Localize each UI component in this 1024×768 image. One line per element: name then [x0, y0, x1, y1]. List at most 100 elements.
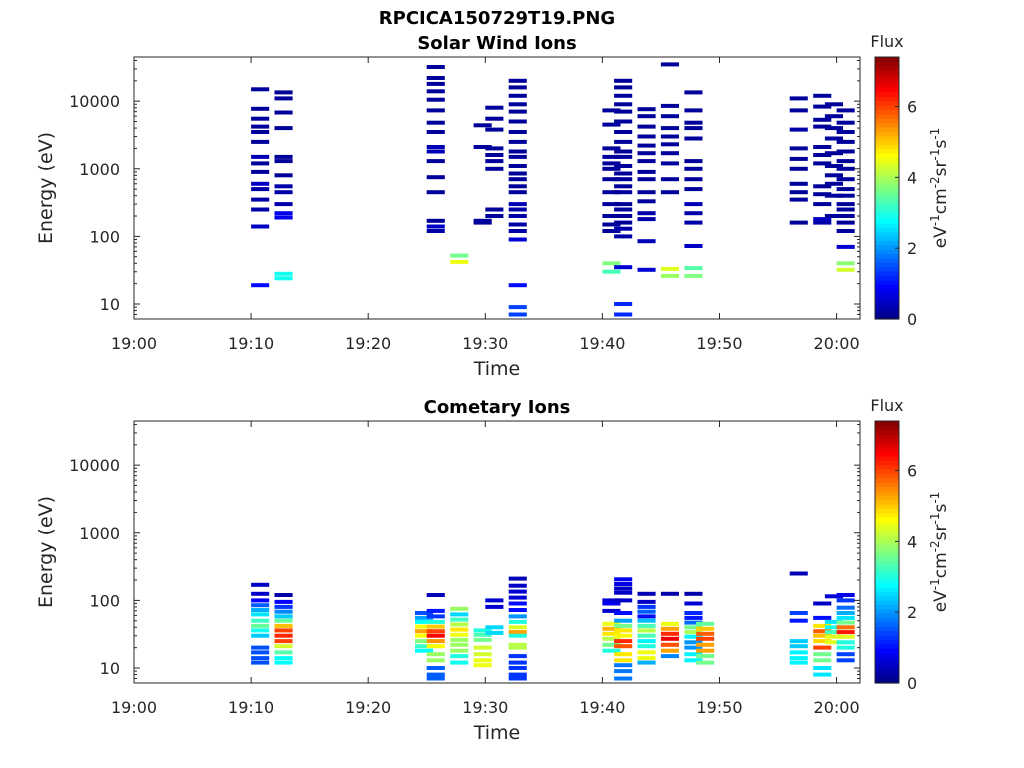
colorbar-segment: [875, 547, 899, 553]
heatmap-cell: [637, 628, 656, 633]
heatmap-cell: [473, 663, 492, 668]
heatmap-cell: [684, 640, 703, 645]
heatmap-cell: [836, 166, 855, 171]
heatmap-cell: [637, 604, 656, 609]
heatmap-cell: [789, 197, 808, 202]
colorbar-tick-label: 2: [907, 239, 917, 258]
heatmap-cell: [660, 273, 679, 278]
heatmap-cell: [684, 166, 703, 171]
heatmap-cell: [602, 621, 621, 626]
colorbar-segment: [875, 179, 899, 185]
heatmap-cell: [426, 65, 445, 69]
heatmap-cell: [789, 166, 808, 171]
colorbar-segment: [875, 569, 899, 575]
heatmap-cell: [508, 619, 527, 624]
colorbar-segment: [875, 656, 899, 662]
heatmap-cell: [836, 207, 855, 212]
colorbar-segment: [875, 552, 899, 557]
colorbar-segment: [875, 222, 899, 228]
heatmap-cell: [637, 134, 656, 139]
heatmap-cell: [836, 139, 855, 144]
heatmap-cell: [602, 642, 621, 647]
heatmap-cell: [251, 224, 270, 229]
heatmap-cell: [614, 590, 633, 595]
heatmap-cell: [508, 202, 527, 207]
heatmap-cell: [426, 608, 445, 613]
colorbar-segment: [875, 74, 899, 80]
heatmap-cell: [696, 626, 715, 631]
heatmap-cell: [684, 266, 703, 271]
x-tick-label: 19:30: [462, 698, 508, 717]
colorbar-segment: [875, 218, 899, 224]
heatmap-cell: [614, 171, 633, 176]
heatmap-cell: [450, 612, 469, 617]
heatmap-cell: [836, 130, 855, 134]
colorbar-segment: [875, 188, 899, 193]
y-tick-label: 10: [100, 295, 120, 314]
heatmap-cell: [836, 645, 855, 650]
colorbar-segment: [875, 639, 899, 645]
heatmap-cell: [251, 106, 270, 111]
heatmap-cell: [473, 645, 492, 650]
colorbar-segment: [875, 525, 899, 531]
heatmap-cell: [637, 211, 656, 216]
heatmap-cell: [637, 639, 656, 644]
heatmap-cell: [836, 108, 855, 113]
heatmap-cell: [660, 190, 679, 195]
heatmap-cell: [602, 122, 621, 127]
heatmap-cell: [508, 595, 527, 600]
heatmap-cell: [789, 571, 808, 576]
cometary-panel: Cometary Ions 19:00 19:10 19:20 19:30 19:40 19…: [35, 396, 951, 744]
heatmap-cell: [684, 645, 703, 650]
heatmap-cell: [813, 623, 832, 628]
heatmap-cell: [614, 312, 633, 317]
heatmap-cell: [415, 619, 434, 624]
colorbar-segment: [875, 118, 899, 124]
heatmap-cell: [614, 639, 633, 644]
x-tick-label: 19:40: [579, 334, 625, 353]
heatmap-cell: [789, 618, 808, 623]
x-tick-label: 19:20: [345, 698, 391, 717]
heatmap-cell: [684, 658, 703, 663]
heatmap-cell: [274, 644, 293, 649]
heatmap-cell: [508, 283, 527, 288]
y-axis-label: Energy (eV): [35, 132, 57, 244]
heatmap-cell: [614, 102, 633, 107]
heatmap-cell: [426, 652, 445, 657]
colorbar-segment: [875, 70, 899, 76]
heatmap-cell: [251, 591, 270, 596]
colorbar-segment: [875, 135, 899, 141]
heatmap-cell: [415, 615, 434, 620]
colorbar-segment: [875, 201, 899, 207]
heatmap-cell: [789, 650, 808, 655]
colorbar-segment: [875, 257, 899, 263]
colorbar-segment: [875, 288, 899, 294]
heatmap-cell: [473, 658, 492, 663]
panel-title: Cometary Ions: [424, 397, 571, 418]
heatmap-cell: [450, 259, 469, 264]
heatmap-cell: [251, 187, 270, 192]
heatmap-cell: [602, 214, 621, 218]
heatmap-cell: [274, 609, 293, 614]
heatmap-cell: [450, 253, 469, 258]
heatmap-cell: [426, 676, 445, 681]
colorbar-segment: [875, 477, 899, 483]
heatmap-cell: [508, 164, 527, 168]
heatmap-cell: [789, 156, 808, 161]
heatmap-cell: [836, 193, 855, 198]
heatmap-cell: [251, 154, 270, 159]
heatmap-cell: [660, 654, 679, 659]
heatmap-cell: [696, 654, 715, 659]
heatmap-cell: [637, 599, 656, 604]
colorbar-segment: [875, 205, 899, 211]
heatmap-cell: [836, 630, 855, 635]
heatmap-cell: [684, 202, 703, 207]
heatmap-cell: [836, 229, 855, 233]
colorbar-segment: [875, 591, 899, 597]
heatmap-cell: [274, 656, 293, 661]
colorbar-segment: [875, 148, 899, 154]
colorbar-frame: [874, 420, 900, 684]
heatmap-cell: [426, 229, 445, 233]
heatmap-cell: [508, 78, 527, 83]
